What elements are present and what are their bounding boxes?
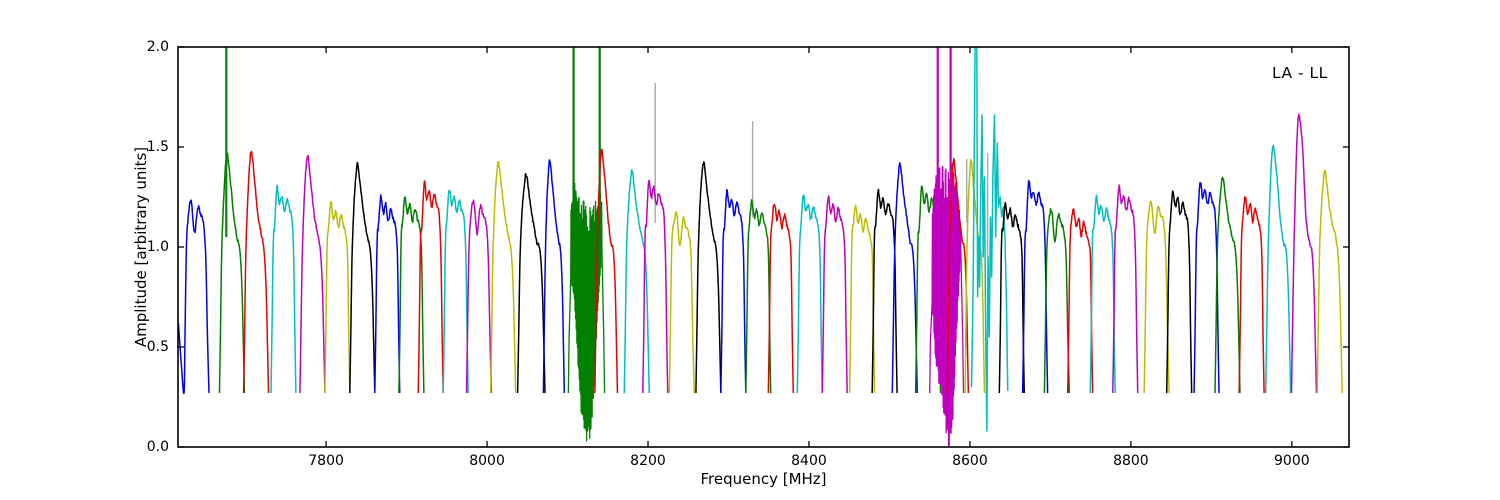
x-tick-label: 8800 xyxy=(1113,453,1149,469)
y-tick-label: 0.0 xyxy=(146,439,169,455)
x-axis-label: Frequency [MHz] xyxy=(700,470,827,488)
x-tick-label: 7800 xyxy=(308,453,344,469)
x-tick-label: 8400 xyxy=(791,453,827,469)
x-tick-label: 8000 xyxy=(469,453,505,469)
y-tick-label: 1.0 xyxy=(146,239,169,255)
baseline-annotation: LA - LL xyxy=(1272,64,1328,82)
y-tick-label: 2.0 xyxy=(146,39,169,55)
x-tick-label: 9000 xyxy=(1274,453,1310,469)
y-tick-label: 1.5 xyxy=(146,139,169,155)
x-tick-label: 8600 xyxy=(952,453,988,469)
y-tick-label: 0.5 xyxy=(146,339,169,355)
x-tick-label: 8200 xyxy=(630,453,666,469)
